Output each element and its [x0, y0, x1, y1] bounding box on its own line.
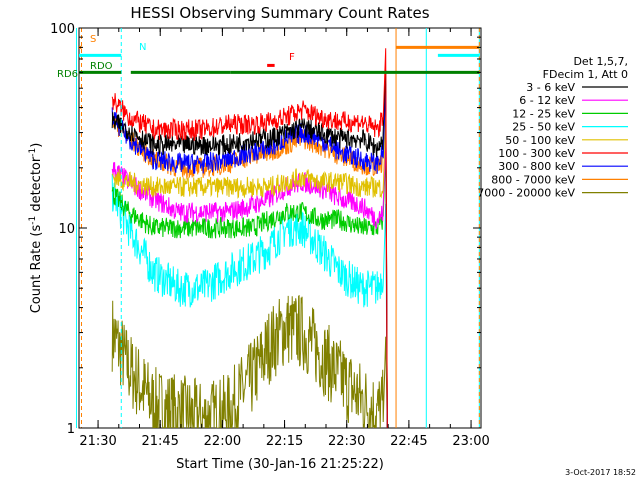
y-axis-label-sup2: -1: [28, 148, 38, 157]
plot-area: [76, 27, 482, 429]
flag-label-rd6: RD6: [57, 69, 78, 80]
series-line-5: [111, 48, 388, 428]
x-tick-label-3: 22:15: [266, 434, 303, 449]
timestamp: 3-Oct-2017 18:52: [565, 468, 636, 477]
series-line-2: [111, 151, 388, 428]
y-axis-label: Count Rate (s-1 detector-1): [28, 143, 44, 314]
legend-title-line1: Det 1,5,7,: [573, 55, 628, 68]
flag-label-rdo: RDO: [90, 61, 113, 72]
legend-entry-7: 800 - 7000 keV: [491, 173, 575, 186]
series-line-4: [111, 118, 388, 428]
y-tick-label-0: 1: [67, 422, 75, 437]
legend-entry-1: 6 - 12 keV: [519, 94, 575, 107]
x-tick-label-0: 21:30: [79, 434, 116, 449]
x-tick-label-2: 22:00: [204, 434, 241, 449]
legend-entry-8: 7000 - 20000 keV: [477, 187, 575, 200]
x-tick-label-4: 22:30: [328, 434, 365, 449]
y-axis-label-main: Count Rate (s: [29, 225, 44, 314]
data-layer: [111, 48, 388, 428]
y-tick-label-2: 100: [50, 22, 75, 37]
series-line-8: [111, 294, 388, 428]
x-tick-label-5: 22:45: [390, 434, 427, 449]
legend-entry-0: 3 - 6 keV: [526, 81, 575, 94]
x-tick-label-6: 23:00: [452, 434, 489, 449]
legend-entry-5: 100 - 300 keV: [498, 147, 575, 160]
y-axis-label-sup1: -1: [28, 216, 38, 225]
y-tick-label-1: 10: [58, 222, 75, 237]
y-axis-label-mid: detector: [29, 156, 44, 216]
flag-label-f: F: [289, 52, 295, 63]
series-line-0: [111, 70, 388, 428]
flag-label-n: N: [139, 42, 146, 53]
chart-title: HESSI Observing Summary Count Rates: [130, 4, 429, 22]
series-line-1: [111, 143, 388, 428]
series-line-3: [111, 173, 388, 428]
legend-entry-6: 300 - 800 keV: [498, 160, 575, 173]
legend-entry-4: 50 - 100 keV: [505, 134, 575, 147]
series-line-6: [111, 83, 388, 428]
flag-label-s: S: [90, 34, 96, 45]
x-axis-label: Start Time (30-Jan-16 21:25:22): [176, 457, 384, 472]
legend-title-line2: FDecim 1, Att 0: [543, 68, 628, 81]
y-axis-label-end: ): [29, 143, 44, 148]
x-tick-label-1: 21:45: [141, 434, 178, 449]
legend-entry-3: 25 - 50 keV: [512, 121, 575, 134]
legend-entry-2: 12 - 25 keV: [512, 107, 575, 120]
